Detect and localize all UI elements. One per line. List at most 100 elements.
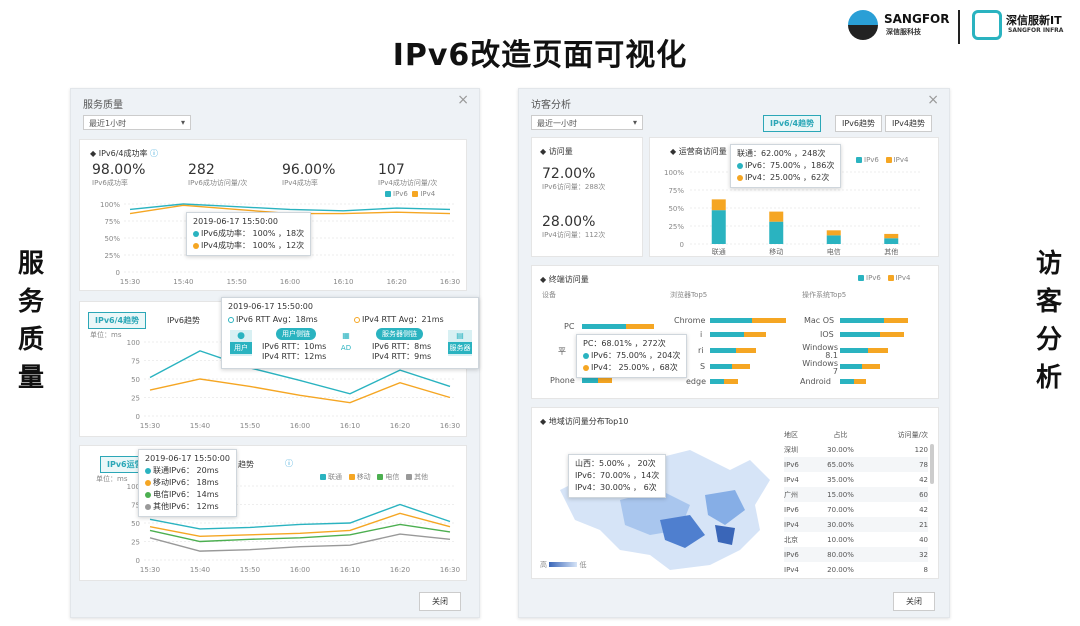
os-android: Android <box>800 377 831 386</box>
tab-ipv6-4-trend[interactable]: IPv6/4趋势 <box>763 115 822 132</box>
browser-bar <box>710 379 724 384</box>
table-cell: 8 <box>923 565 928 574</box>
table-scrollbar[interactable] <box>930 444 934 484</box>
success-legend: IPv6 IPv4 <box>385 190 435 198</box>
ad-icon: ▦ AD <box>340 331 352 352</box>
x-tick-label: 16:00 <box>290 566 310 574</box>
table-cell: 21 <box>919 520 928 529</box>
infra-logo-cn: 深信服新IT <box>1006 14 1062 27</box>
time-range-select[interactable]: 最近一小时 ▾ <box>531 115 643 130</box>
x-tick-label: 16:20 <box>390 422 410 430</box>
browser-bar <box>710 348 736 353</box>
table-row[interactable]: IPv6 70.00% 42 <box>784 502 928 517</box>
isp-legend: 联通 移动 电信 其他 <box>320 472 428 482</box>
table-cell: 30.00% <box>827 520 854 529</box>
x-tick-label: 15:50 <box>240 566 260 574</box>
device-pc-ipv6-bar <box>582 324 626 329</box>
region-header: ◆ 地域访问量分布Top10 <box>540 417 629 426</box>
visits-card: ◆ 访问量 72.00% IPv6访问量：288次 28.00% IPv4访问量：1… <box>531 137 643 257</box>
isp-unit: 单位：ms <box>96 475 128 483</box>
x-tick-label: 16:30 <box>440 566 460 574</box>
success-tooltip: 2019-06-17 15:50:00 IPv6成功率： 100% ，18次 I… <box>186 212 312 256</box>
terminal-tooltip: PC：68.01% ，272次 IPv6：75.00% ，204次 IPv4： … <box>576 334 688 378</box>
x-tick-label: 16:10 <box>333 278 353 286</box>
os-bar <box>880 332 904 337</box>
tab-ipv6-trend[interactable]: IPv6趋势 <box>160 312 208 329</box>
series-line-2 <box>149 523 451 543</box>
ipv4-visit-percent: 28.00% <box>542 214 596 230</box>
browser-bar <box>710 318 752 323</box>
table-cell: 120 <box>914 445 928 454</box>
table-cell: IPv6 <box>784 505 799 514</box>
table-cell: 北京 <box>784 535 798 544</box>
terminal-legend: IPv6 IPv4 <box>858 274 910 282</box>
y-tick-label: 75 <box>131 358 140 366</box>
x-tick-label: 16:00 <box>290 422 310 430</box>
browser-chrome: Chrome <box>674 316 706 325</box>
terminal-header: ◆ 终端访问量 <box>540 275 589 284</box>
close-button[interactable]: 关闭 <box>419 592 461 611</box>
col-os: 操作系统Top5 <box>802 291 847 299</box>
tab-ipv6-4-trend[interactable]: IPv6/4趋势 <box>88 312 147 329</box>
device-pad: 平 <box>558 347 566 356</box>
close-icon[interactable]: × <box>457 92 469 108</box>
browser-3: ri <box>698 346 704 355</box>
os-bar <box>868 348 888 353</box>
table-row[interactable]: IPv4 35.00% 42 <box>784 472 928 487</box>
table-cell: 35.00% <box>827 475 854 484</box>
browser-bar <box>710 364 732 369</box>
series-line-3 <box>149 533 451 552</box>
user-icon: ● 用户 <box>230 330 252 356</box>
bar-ipv6 <box>769 221 784 244</box>
x-tick-label: 15:50 <box>227 278 247 286</box>
table-cell: 深圳 <box>784 445 798 454</box>
browser-4: S <box>700 362 706 371</box>
y-tick-label: 100 <box>127 483 140 491</box>
stat-ipv6-count: 282 IPv6成功访问量/次 <box>188 162 248 187</box>
table-row[interactable]: IPv4 30.00% 21 <box>784 517 928 532</box>
close-icon[interactable]: × <box>927 92 939 108</box>
isp-line-chart: 100 75 50 25 015:30 15:40 15:50 16:00 16:10 16:20… <box>127 483 460 574</box>
bar-ipv4 <box>769 211 784 222</box>
table-row[interactable]: IPv4 20.00% 8 <box>784 562 928 577</box>
tab-isp-trend[interactable]: 趋势 <box>238 460 254 469</box>
bar-ipv6 <box>884 238 899 244</box>
browser-bar <box>732 364 750 369</box>
service-quality-panel: 服务质量 × 最近1小时 ▾ ◆ IPv6/4成功率 ⓘ 98.00% IPv6成功… <box>70 88 480 618</box>
table-cell: IPv6 <box>784 460 799 469</box>
visitor-analysis-panel: 访客分析 × 最近一小时 ▾ IPv6/4趋势 IPv6趋势 IPv4趋势 ◆ 访… <box>518 88 950 618</box>
x-tick-label: 15:50 <box>240 422 260 430</box>
isp-visits-bar-chart: 100% 75% 50% 25% 0 联通 移动 电信 其他 <box>664 169 920 256</box>
tab-ipv6-trend[interactable]: IPv6趋势 <box>835 115 883 132</box>
y-tick-label: 0 <box>116 269 120 277</box>
y-tick-label: 0 <box>136 557 140 565</box>
col-browser: 浏览器Top5 <box>670 291 708 299</box>
time-range-select[interactable]: 最近1小时 ▾ <box>83 115 191 130</box>
x-tick-label: 15:40 <box>190 566 210 574</box>
table-row[interactable]: IPv6 80.00% 32 <box>784 547 928 562</box>
y-tick-label: 25 <box>131 395 140 403</box>
table-row[interactable]: 北京 10.00% 40 <box>784 532 928 547</box>
tab-ipv4-trend[interactable]: IPv4趋势 <box>885 115 933 132</box>
page-title: IPv6改造页面可视化 <box>392 38 688 73</box>
table-row[interactable]: 广州 15.00% 60 <box>784 487 928 502</box>
table-cell: 15.00% <box>827 490 854 499</box>
x-tick-label: 16:10 <box>340 566 360 574</box>
table-row[interactable]: 深圳 30.00% 120 <box>784 442 928 457</box>
x-tick-label: 15:40 <box>173 278 193 286</box>
table-row[interactable]: IPv6 65.00% 78 <box>784 457 928 472</box>
y-tick-label: 75 <box>131 502 140 510</box>
infra-logo-text: SANGFOR INFRA <box>1008 27 1064 34</box>
x-tick-label: 15:30 <box>140 422 160 430</box>
series-line-0 <box>149 503 451 530</box>
isp-visits-legend: IPv6 IPv4 <box>856 156 908 164</box>
browser-2: i <box>700 330 703 339</box>
bar-ipv6 <box>711 210 726 244</box>
close-button[interactable]: 关闭 <box>893 592 935 611</box>
x-tick-label: 16:10 <box>340 422 360 430</box>
y-tick-label: 50 <box>131 376 140 384</box>
region-tooltip: 山西：5.00% ， 20次 IPv6：70.00% ，14次 IPv4：30.… <box>568 454 667 498</box>
region-table: 地区 占比 访问量/次 深圳 30.00% 120 IPv6 65.00% 78 IPv4 3… <box>784 428 928 577</box>
table-cell: 65.00% <box>827 460 854 469</box>
stat-ipv4-count: 107 IPv4成功访问量/次 <box>378 162 438 187</box>
